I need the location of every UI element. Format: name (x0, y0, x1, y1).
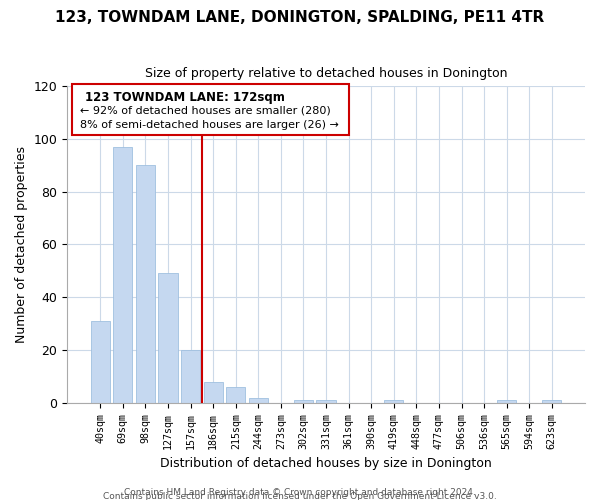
Bar (316, 400, 335, 403)
Bar (226, 387, 245, 403)
Bar (384, 400, 403, 403)
Y-axis label: Number of detached properties: Number of detached properties (15, 146, 28, 343)
Text: Contains public sector information licensed under the Open Government Licence v3: Contains public sector information licen… (103, 492, 497, 500)
Title: Size of property relative to detached houses in Donington: Size of property relative to detached ho… (145, 68, 508, 80)
Bar (294, 400, 313, 403)
Text: 123 TOWNDAM LANE: 172sqm: 123 TOWNDAM LANE: 172sqm (85, 90, 285, 104)
Text: ← 92% of detached houses are smaller (280): ← 92% of detached houses are smaller (28… (80, 106, 331, 116)
Text: Contains HM Land Registry data © Crown copyright and database right 2024.: Contains HM Land Registry data © Crown c… (124, 488, 476, 497)
Bar (158, 274, 178, 403)
FancyBboxPatch shape (73, 84, 349, 135)
Text: 123, TOWNDAM LANE, DONINGTON, SPALDING, PE11 4TR: 123, TOWNDAM LANE, DONINGTON, SPALDING, … (55, 10, 545, 25)
Bar (136, 165, 155, 403)
Bar (497, 400, 517, 403)
Bar (181, 350, 200, 403)
Bar (542, 400, 562, 403)
Bar (203, 382, 223, 403)
Bar (113, 146, 133, 403)
X-axis label: Distribution of detached houses by size in Donington: Distribution of detached houses by size … (160, 457, 492, 470)
Bar (91, 321, 110, 403)
Bar (249, 398, 268, 403)
Text: 8% of semi-detached houses are larger (26) →: 8% of semi-detached houses are larger (2… (80, 120, 339, 130)
